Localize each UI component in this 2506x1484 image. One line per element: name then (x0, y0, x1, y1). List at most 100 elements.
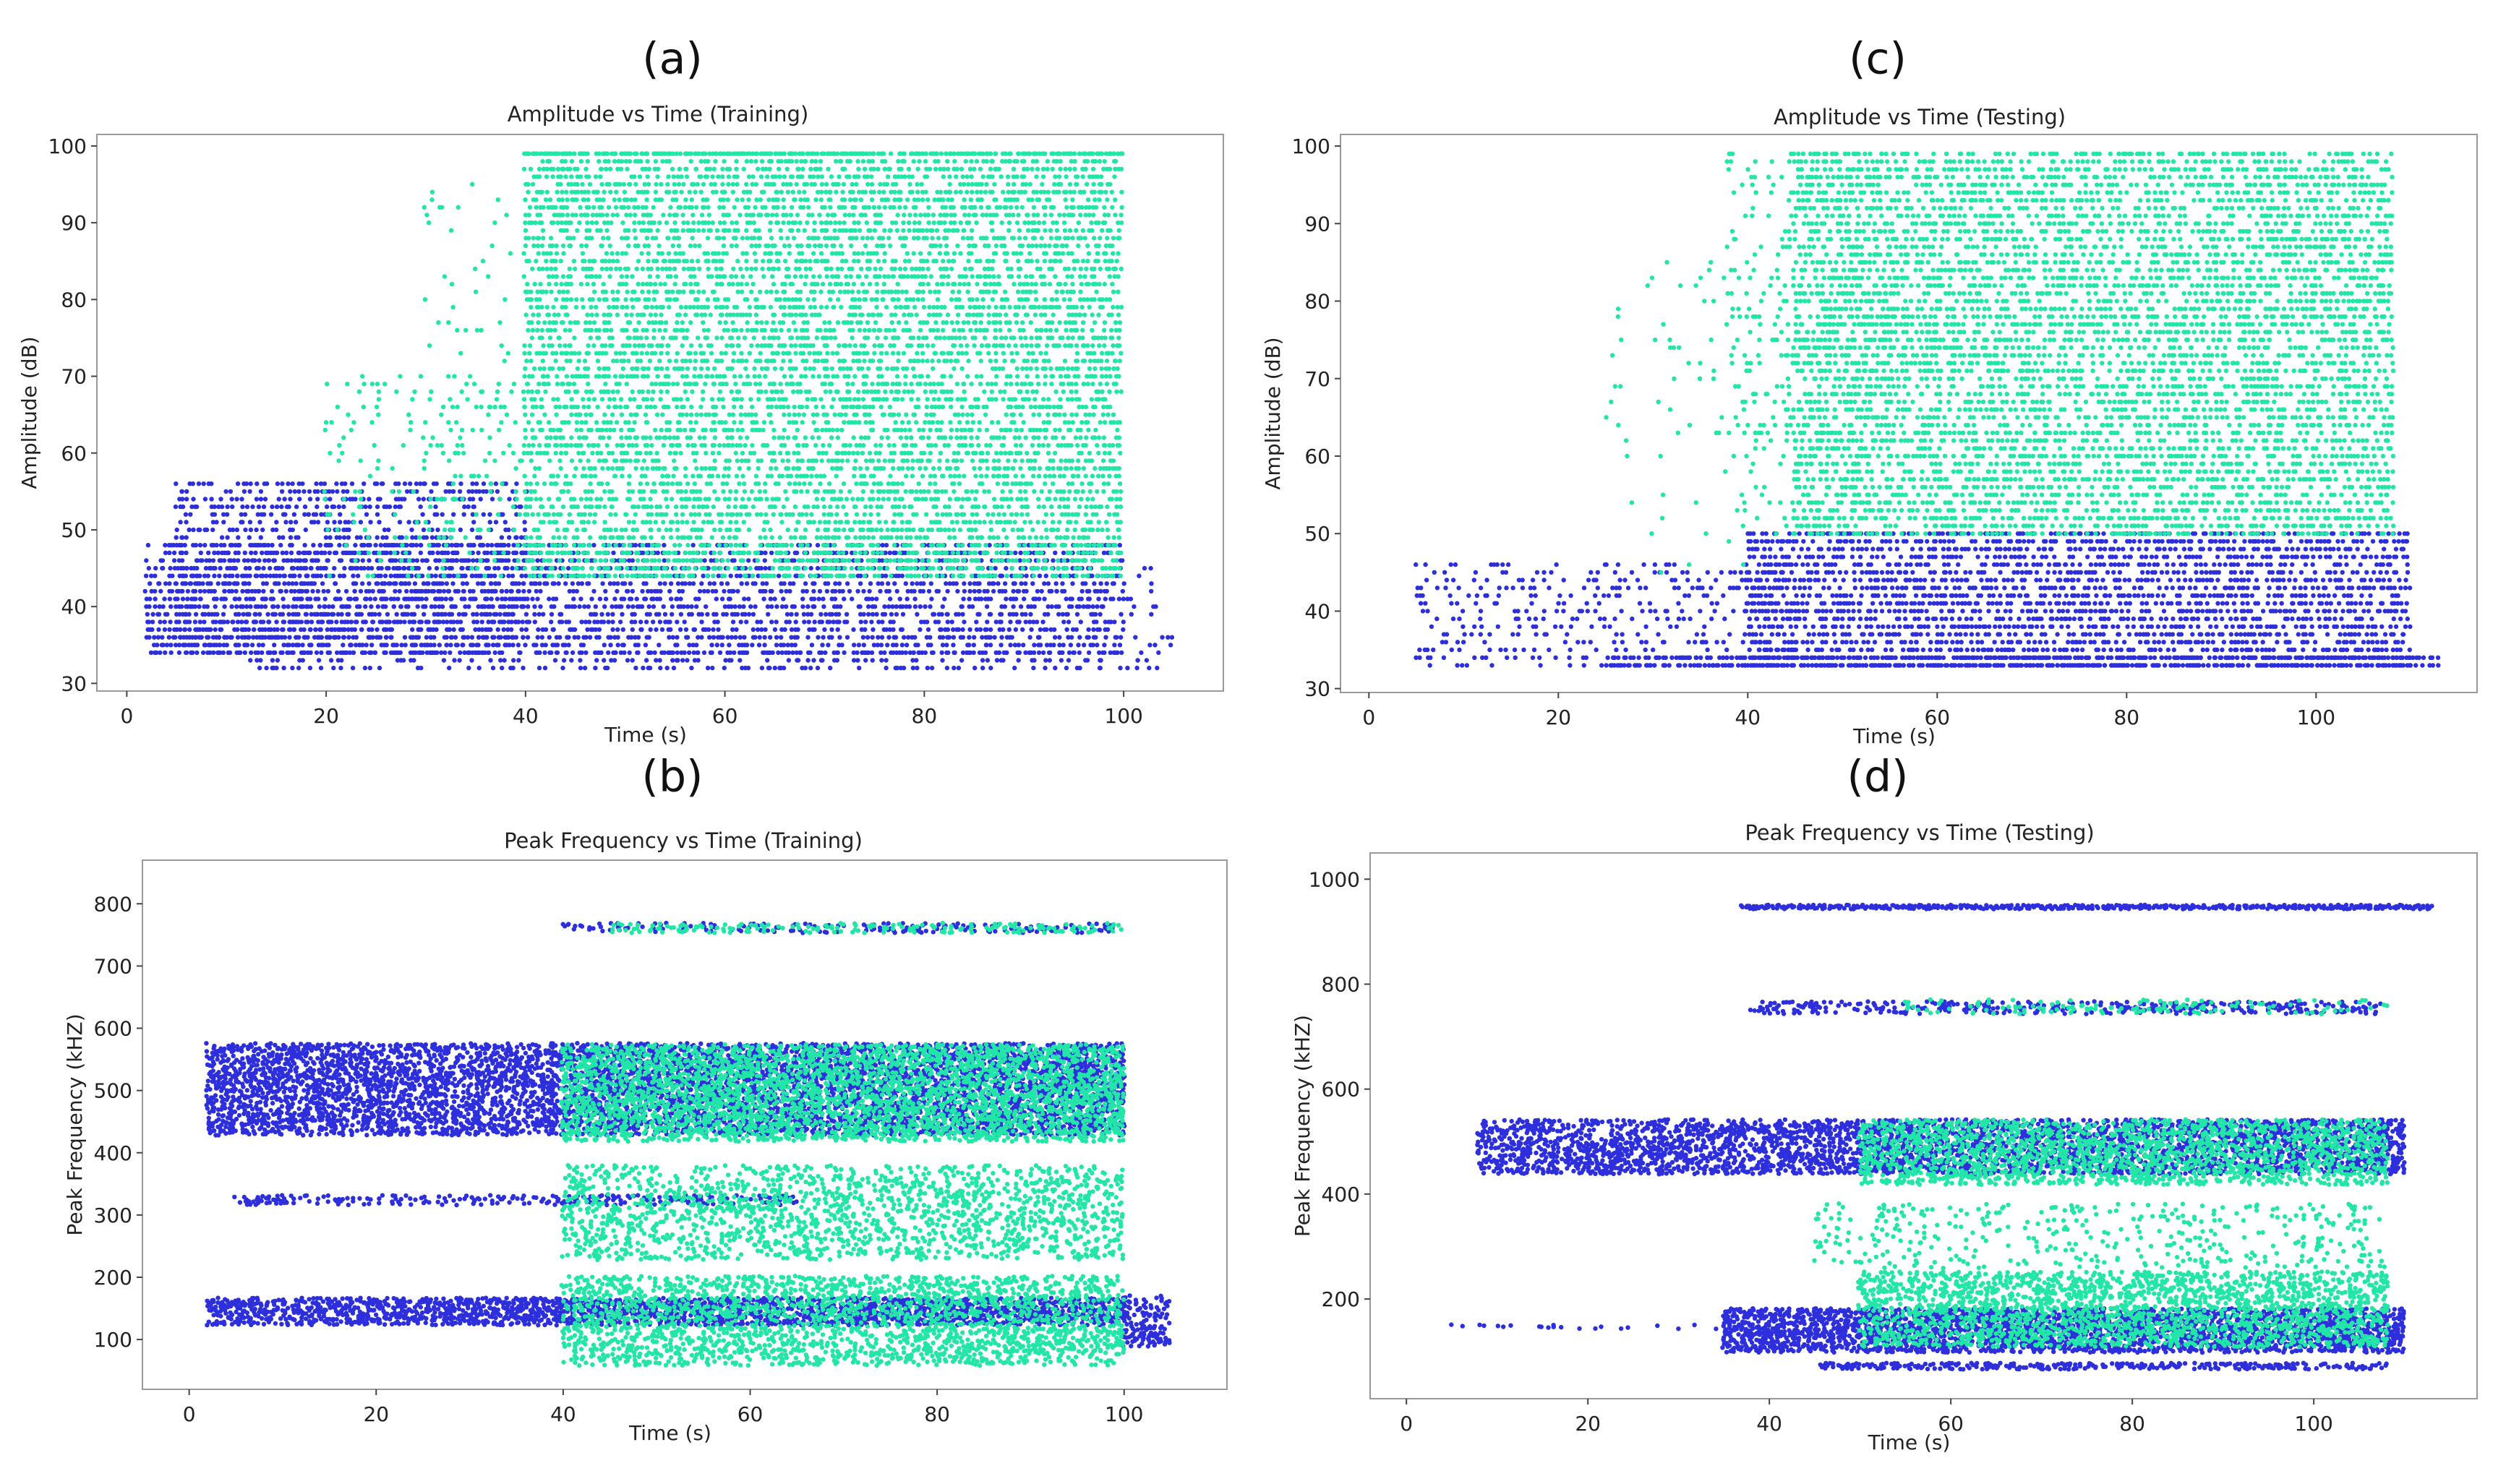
data-point (1083, 512, 1088, 517)
data-point (875, 550, 880, 555)
data-point (1077, 565, 1083, 571)
data-point (606, 619, 611, 625)
data-point (973, 527, 978, 533)
data-point (260, 650, 265, 656)
data-point (596, 565, 602, 571)
data-point (782, 581, 787, 586)
data-point (784, 604, 789, 609)
data-point (1021, 535, 1027, 540)
data-point (1013, 627, 1019, 632)
data-point (826, 643, 831, 648)
data-point (389, 627, 395, 632)
data-point (831, 565, 837, 571)
data-point (323, 535, 329, 540)
data-point (724, 612, 729, 617)
data-point (603, 558, 608, 563)
data-point (194, 504, 200, 510)
data-point (835, 558, 840, 563)
data-point (1051, 520, 1056, 525)
data-point (495, 596, 500, 601)
data-point (303, 612, 309, 617)
data-point (476, 627, 482, 632)
data-point (316, 658, 322, 663)
data-point (210, 527, 215, 533)
data-point (768, 527, 773, 533)
data-point (897, 550, 902, 555)
data-point (1049, 565, 1055, 571)
data-point (696, 650, 701, 656)
data-point (1096, 596, 1101, 601)
data-point (809, 643, 815, 648)
data-point (253, 619, 259, 625)
data-point (142, 588, 147, 594)
data-point (553, 543, 558, 548)
data-point (497, 604, 503, 609)
data-point (933, 558, 938, 563)
data-point (602, 604, 607, 609)
data-point (225, 535, 230, 540)
data-point (638, 481, 643, 486)
data-point (618, 650, 624, 656)
data-point (398, 604, 403, 609)
data-point (236, 643, 241, 648)
data-point (519, 627, 524, 632)
data-point (910, 665, 916, 671)
data-point (541, 612, 546, 617)
data-point (257, 665, 262, 671)
data-point (299, 619, 304, 625)
data-point (212, 573, 217, 578)
data-point (290, 665, 295, 671)
data-point (727, 650, 733, 656)
data-point (929, 665, 935, 671)
data-point (962, 619, 967, 625)
data-point (586, 573, 591, 578)
data-point (384, 627, 389, 632)
data-point (972, 665, 978, 671)
data-point (222, 588, 227, 594)
data-point (1108, 550, 1113, 555)
data-point (448, 650, 453, 656)
data-point (334, 619, 339, 625)
data-point (955, 588, 960, 594)
data-point (337, 543, 342, 548)
data-point (1094, 512, 1099, 517)
data-point (206, 550, 211, 555)
data-point (428, 643, 433, 648)
data-point (1085, 550, 1090, 555)
data-point (189, 596, 194, 601)
data-point (247, 489, 252, 494)
data-point (670, 635, 675, 640)
data-point (213, 627, 218, 632)
data-point (623, 527, 628, 533)
data-point (392, 643, 397, 648)
data-point (670, 658, 675, 663)
data-point (870, 635, 875, 640)
data-point (1037, 573, 1043, 578)
data-point (479, 588, 484, 594)
data-point (214, 543, 219, 548)
data-point (744, 643, 750, 648)
data-point (916, 573, 922, 578)
data-point (734, 573, 740, 578)
data-point (763, 489, 768, 494)
data-point (946, 504, 951, 510)
data-point (967, 550, 973, 555)
data-point (286, 604, 291, 609)
data-point (453, 550, 458, 555)
data-point (745, 665, 751, 671)
data-point (506, 573, 511, 578)
data-point (257, 520, 262, 525)
data-point (551, 535, 556, 540)
data-point (158, 588, 163, 594)
data-point (983, 543, 988, 548)
data-point (1039, 550, 1044, 555)
data-point (346, 596, 351, 601)
data-point (615, 635, 620, 640)
data-point (223, 489, 228, 494)
data-point (1053, 581, 1059, 586)
data-point (445, 558, 450, 563)
data-point (536, 612, 542, 617)
data-point (704, 504, 710, 510)
data-point (1021, 643, 1026, 648)
data-point (306, 512, 312, 517)
